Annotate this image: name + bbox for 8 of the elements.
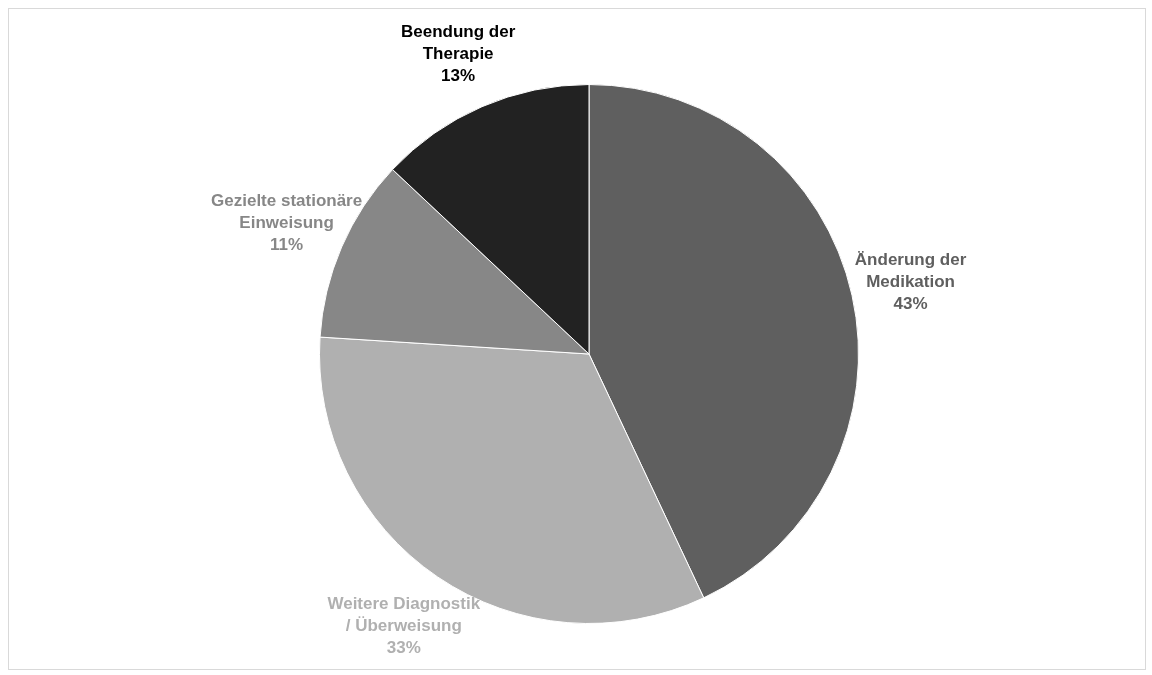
slice-label: Weitere Diagnostik / Überweisung — [327, 594, 481, 636]
data-label: 13% — [441, 65, 476, 85]
data-label: 11% — [270, 234, 304, 254]
data-label: 33% — [386, 638, 421, 658]
slice-label: Änderung der Medikation — [854, 249, 967, 291]
slice-label: Beendung der Therapie — [400, 21, 516, 63]
data-label: 43% — [893, 293, 928, 313]
slice-label: Gezielte stationäre Einweisung — [211, 190, 363, 232]
